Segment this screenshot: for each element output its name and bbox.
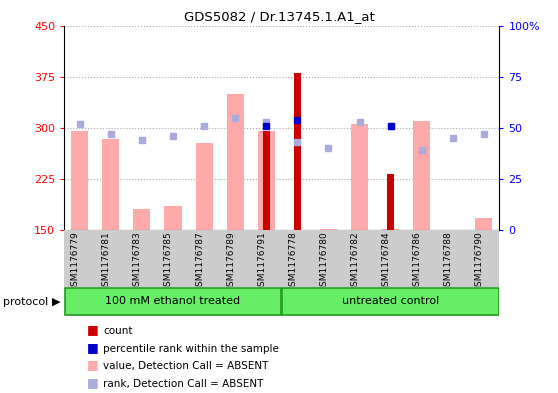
Bar: [133, 209, 151, 230]
Bar: [65, 288, 281, 315]
Text: GSM1176783: GSM1176783: [133, 231, 142, 292]
Bar: [195, 143, 213, 230]
Bar: [320, 229, 337, 230]
Text: GSM1176791: GSM1176791: [257, 231, 266, 292]
Text: GSM1176789: GSM1176789: [226, 231, 235, 292]
Text: untreated control: untreated control: [342, 296, 439, 306]
Bar: [351, 124, 368, 230]
Text: GSM1176786: GSM1176786: [413, 231, 422, 292]
Text: value, Detection Call = ABSENT: value, Detection Call = ABSENT: [103, 362, 268, 371]
Text: GSM1176785: GSM1176785: [164, 231, 173, 292]
Bar: [258, 131, 275, 230]
Bar: [387, 174, 394, 230]
Text: percentile rank within the sample: percentile rank within the sample: [103, 344, 279, 354]
Text: ■: ■: [86, 341, 98, 354]
Text: GSM1176787: GSM1176787: [195, 231, 204, 292]
Bar: [282, 288, 499, 315]
Bar: [382, 229, 399, 230]
Text: GSM1176790: GSM1176790: [475, 231, 484, 292]
Text: ▶: ▶: [52, 297, 60, 307]
Text: GSM1176778: GSM1176778: [288, 231, 297, 292]
Bar: [227, 94, 244, 230]
Text: GSM1176779: GSM1176779: [71, 231, 80, 292]
Text: count: count: [103, 326, 133, 336]
Text: GSM1176780: GSM1176780: [319, 231, 329, 292]
Text: GSM1176782: GSM1176782: [350, 231, 359, 292]
Text: protocol: protocol: [3, 297, 48, 307]
Text: GSM1176784: GSM1176784: [382, 231, 391, 292]
Bar: [263, 131, 270, 230]
Text: ■: ■: [86, 323, 98, 336]
Text: ■: ■: [86, 358, 98, 371]
Bar: [71, 131, 88, 230]
Text: rank, Detection Call = ABSENT: rank, Detection Call = ABSENT: [103, 379, 263, 389]
Text: GSM1176781: GSM1176781: [102, 231, 111, 292]
Bar: [165, 206, 181, 230]
Bar: [475, 218, 492, 230]
Text: GSM1176788: GSM1176788: [444, 231, 453, 292]
Text: 100 mM ethanol treated: 100 mM ethanol treated: [105, 296, 240, 306]
Bar: [413, 121, 430, 230]
Bar: [294, 73, 301, 230]
Bar: [102, 139, 119, 230]
Text: ■: ■: [86, 376, 98, 389]
Text: GDS5082 / Dr.13745.1.A1_at: GDS5082 / Dr.13745.1.A1_at: [184, 10, 374, 23]
